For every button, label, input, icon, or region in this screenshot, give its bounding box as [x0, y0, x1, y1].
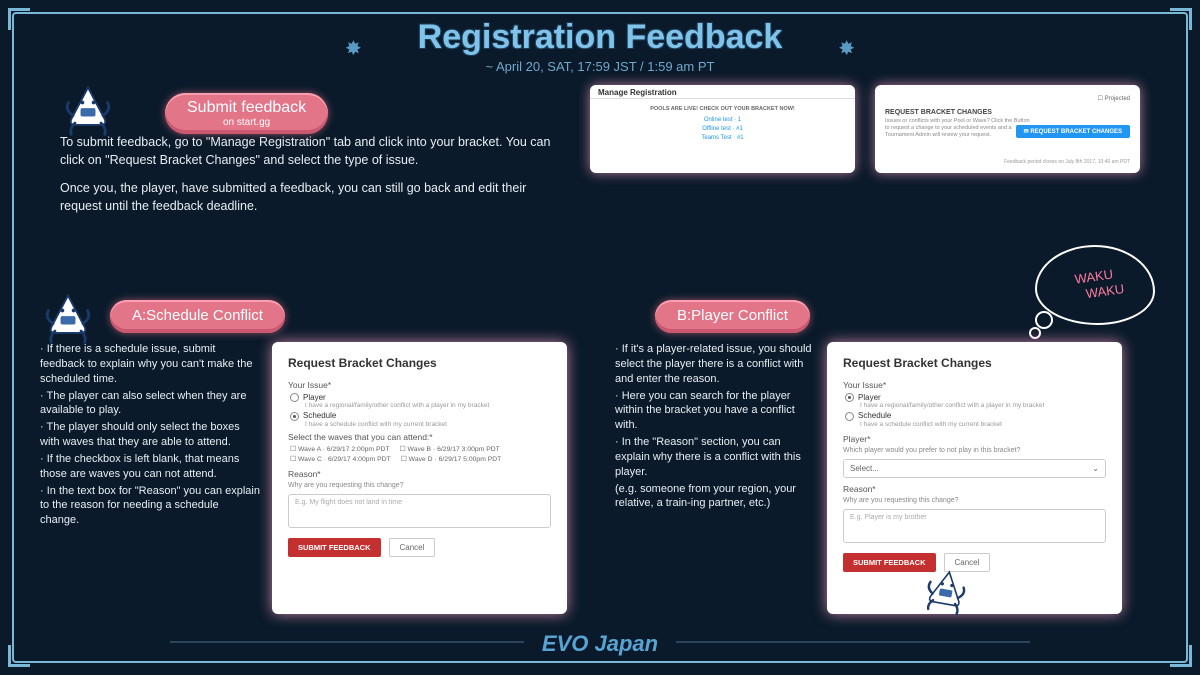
form-title: Request Bracket Changes — [288, 356, 551, 370]
radio-desc: I have a schedule conflict with my curre… — [860, 421, 1106, 428]
pill-subtitle: on start.gg — [187, 117, 306, 128]
radio-desc: I have a regional/family/other conflict … — [860, 402, 1106, 409]
schedule-conflict-pill: A:Schedule Conflict — [110, 300, 285, 333]
corner-tl — [8, 8, 30, 30]
wave-a[interactable]: Wave A · 6/29/17 2:00pm PDT — [290, 445, 390, 453]
mascot-icon — [40, 290, 96, 346]
card-line: Teams Test · #1 — [600, 134, 845, 143]
form-title: Request Bracket Changes — [843, 356, 1106, 370]
manage-registration-card: Manage Registration POOLS ARE LIVE! CHEC… — [590, 85, 855, 173]
card-title: REQUEST BRACKET CHANGES — [885, 109, 1130, 116]
bullet: · If there is a schedule issue, submit f… — [40, 342, 260, 387]
player-conflict-pill: B:Player Conflict — [655, 300, 810, 333]
submit-feedback-button[interactable]: SUBMIT FEEDBACK — [288, 538, 381, 557]
corner-bl — [8, 645, 30, 667]
card-deadline: Feedback period closes on July 8th 2017,… — [1004, 159, 1130, 165]
pill-title: Submit feedback — [187, 99, 306, 116]
card-title: Manage Registration — [590, 85, 855, 99]
column-player-conflict: B:Player Conflict · If it's a player-rel… — [615, 300, 1160, 614]
wave-c[interactable]: Wave C · 6/29/17 4:00pm PDT — [290, 455, 391, 463]
request-changes-card: Projected REQUEST BRACKET CHANGES Issues… — [875, 85, 1140, 173]
corner-tr — [1170, 8, 1192, 30]
player-form-card: Request Bracket Changes Your Issue* Play… — [827, 342, 1122, 614]
schedule-form-card: Request Bracket Changes Your Issue* Play… — [272, 342, 567, 614]
player-label: Player* — [843, 434, 1106, 444]
page-subtitle: ~ April 20, SAT, 17:59 JST / 1:59 am PT — [250, 59, 950, 74]
projected-label: Projected — [1098, 95, 1130, 102]
radio-desc: I have a schedule conflict with my curre… — [305, 421, 551, 428]
radio-player[interactable]: Player I have a regional/family/other co… — [290, 393, 551, 409]
reason-textarea[interactable]: E.g. Player is my brother — [843, 509, 1106, 543]
radio-desc: I have a regional/family/other conflict … — [305, 402, 551, 409]
card-line: Online test · 1 — [600, 116, 845, 125]
bullet: · The player should only select the boxe… — [40, 420, 260, 450]
bullet: · In the text box for "Reason" you can e… — [40, 484, 260, 529]
corner-br — [1170, 645, 1192, 667]
column-schedule-conflict: A:Schedule Conflict · If there is a sche… — [40, 300, 585, 614]
radio-label: Player — [303, 393, 326, 402]
chevron-down-icon: ⌄ — [1092, 464, 1099, 473]
select-placeholder: Select... — [850, 464, 879, 473]
schedule-text: · If there is a schedule issue, submit f… — [40, 342, 260, 614]
reason-textarea[interactable]: E.g. My flight does not land in time — [288, 494, 551, 528]
radio-schedule[interactable]: Schedule I have a schedule conflict with… — [290, 411, 551, 427]
submit-feedback-button[interactable]: SUBMIT FEEDBACK — [843, 553, 936, 572]
bullet: · If it's a player-related issue, you sh… — [615, 342, 815, 387]
issue-label: Your Issue* — [843, 380, 1106, 390]
radio-label: Schedule — [303, 411, 336, 420]
issue-label: Your Issue* — [288, 380, 551, 390]
submit-feedback-pill: Submit feedback on start.gg — [165, 93, 328, 134]
radio-label: Schedule — [858, 411, 891, 420]
intro-p1: To submit feedback, go to "Manage Regist… — [60, 133, 570, 169]
reason-sub: Why are you requesting this change? — [288, 482, 551, 489]
radio-schedule[interactable]: Schedule I have a schedule conflict with… — [845, 411, 1106, 427]
card-headline: POOLS ARE LIVE! CHECK OUT YOUR BRACKET N… — [600, 105, 845, 113]
card-desc: Issues or conflicts with your Pool or Wa… — [885, 118, 1035, 139]
reason-label: Reason* — [843, 484, 1106, 494]
reason-sub: Why are you requesting this change? — [843, 497, 1106, 504]
bullet: · Here you can search for the player wit… — [615, 389, 815, 434]
intro-p2: Once you, the player, have submitted a f… — [60, 179, 570, 215]
bullet: (e.g. someone from your region, your rel… — [615, 482, 815, 512]
header: Registration Feedback ~ April 20, SAT, 1… — [250, 18, 950, 74]
player-sub: Which player would you prefer to not pla… — [843, 447, 1106, 454]
cancel-button[interactable]: Cancel — [389, 538, 436, 557]
intro-section: Submit feedback on start.gg To submit fe… — [60, 85, 1140, 216]
mascot-icon — [918, 563, 974, 619]
bullet: · The player can also select when they a… — [40, 389, 260, 419]
card-line: Offline test · #1 — [600, 125, 845, 134]
wave-b[interactable]: Wave B · 6/29/17 3:00pm PDT — [400, 445, 500, 453]
request-bracket-changes-button[interactable]: ✉ REQUEST BRACKET CHANGES — [1016, 125, 1130, 138]
waves-label: Select the waves that you can attend:* — [288, 432, 551, 442]
radio-label: Player — [858, 393, 881, 402]
player-select[interactable]: Select... ⌄ — [843, 459, 1106, 478]
page-title: Registration Feedback — [250, 18, 950, 57]
reason-label: Reason* — [288, 469, 551, 479]
intro-text: To submit feedback, go to "Manage Regist… — [60, 133, 570, 216]
wave-d[interactable]: Wave D · 6/29/17 5:00pm PDT — [401, 455, 502, 463]
wave-checkboxes[interactable]: Wave A · 6/29/17 2:00pm PDT Wave B · 6/2… — [290, 445, 551, 463]
bullet: · In the "Reason" section, you can expla… — [615, 435, 815, 480]
footer-brand: EVO Japan — [524, 631, 676, 657]
player-text: · If it's a player-related issue, you sh… — [615, 342, 815, 614]
bullet: · If the checkbox is left blank, that me… — [40, 452, 260, 482]
radio-player[interactable]: Player I have a regional/family/other co… — [845, 393, 1106, 409]
